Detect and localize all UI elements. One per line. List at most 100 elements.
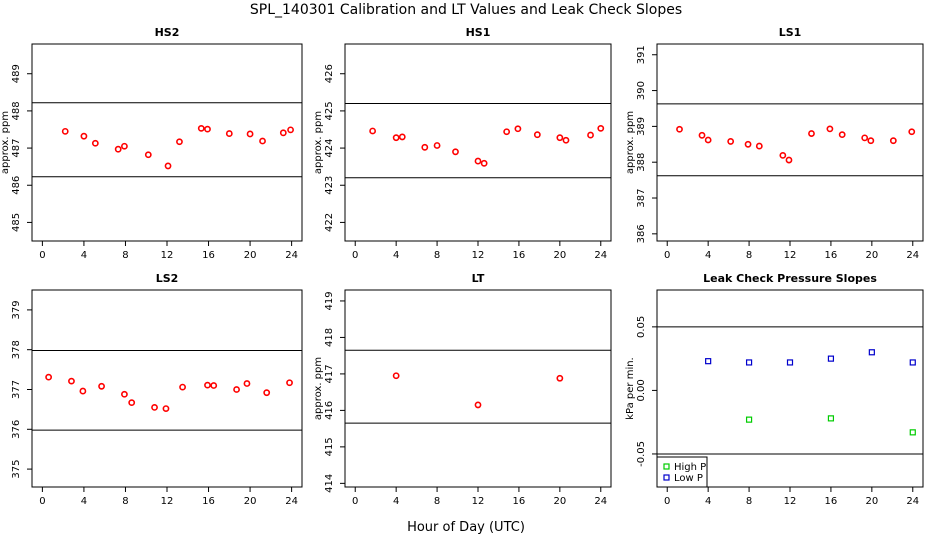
data-point xyxy=(786,359,794,366)
x-tick-label: 0 xyxy=(39,250,45,261)
x-tick-label: 20 xyxy=(553,250,566,261)
x-tick-label: 12 xyxy=(161,496,174,507)
data-point xyxy=(210,382,218,389)
x-tick-label: 20 xyxy=(244,496,257,507)
data-point xyxy=(421,143,429,151)
data-point xyxy=(503,128,511,136)
plot-frame xyxy=(656,43,924,242)
x-tick-label: 4 xyxy=(705,496,711,507)
data-point xyxy=(562,136,570,144)
data-point xyxy=(179,383,186,391)
data-point xyxy=(80,132,88,140)
x-tick-label: 8 xyxy=(122,496,128,507)
x-tick-label: 4 xyxy=(81,496,87,507)
x-tick-label: 0 xyxy=(352,496,358,507)
data-point xyxy=(204,125,211,133)
y-tick-label: 414 xyxy=(324,474,335,493)
data-point xyxy=(868,349,875,356)
data-point xyxy=(121,390,128,398)
y-axis-label: approx. ppm xyxy=(625,111,636,174)
panel-title: LS1 xyxy=(779,26,802,39)
x-tick-label: 12 xyxy=(784,496,797,507)
y-tick-label: 391 xyxy=(636,45,647,64)
data-point xyxy=(452,148,459,156)
data-point xyxy=(755,142,763,150)
legend-label: High P xyxy=(674,462,706,473)
data-point xyxy=(287,126,294,134)
data-point xyxy=(867,137,875,145)
x-tick-label: 16 xyxy=(825,250,838,261)
data-point xyxy=(808,130,815,137)
legend-label: Low P xyxy=(674,473,703,484)
y-tick-label: 388 xyxy=(636,153,647,172)
data-point xyxy=(79,387,87,395)
data-point xyxy=(556,134,564,142)
panel-title: LS2 xyxy=(156,272,179,285)
data-point xyxy=(61,127,69,135)
data-point xyxy=(514,125,522,133)
data-point xyxy=(128,399,136,407)
panel-title: Leak Check Pressure Slopes xyxy=(703,272,877,285)
y-tick-label: 375 xyxy=(11,460,22,479)
data-point xyxy=(908,128,916,136)
y-axis-label: approx. ppm xyxy=(313,111,324,174)
x-tick-label: 4 xyxy=(705,250,711,261)
y-tick-label: 377 xyxy=(11,380,22,399)
plot-frame xyxy=(344,289,612,488)
y-tick-label: 0.05 xyxy=(636,316,647,338)
data-point xyxy=(45,373,53,381)
data-point xyxy=(243,380,251,387)
x-tick-label: 24 xyxy=(594,250,607,261)
x-tick-label: 24 xyxy=(594,496,607,507)
y-tick-label: 422 xyxy=(324,213,335,232)
data-point xyxy=(785,156,793,164)
y-tick-label: 424 xyxy=(324,139,335,158)
data-point xyxy=(556,374,564,382)
x-tick-label: 0 xyxy=(352,250,358,261)
data-point xyxy=(176,138,183,146)
panel-0: HS2 0 4 8 12 16 20 24 485 486 487 488 489 approx. ppm xyxy=(0,26,303,261)
panel-5: Leak Check Pressure Slopes 0 4 8 12 16 20 24 -0.… xyxy=(625,272,924,507)
data-point xyxy=(259,137,266,145)
data-point xyxy=(164,162,172,170)
data-point xyxy=(246,130,254,138)
data-point xyxy=(838,131,846,139)
x-tick-label: 24 xyxy=(906,496,919,507)
data-point xyxy=(279,129,287,137)
data-point xyxy=(121,142,128,150)
y-tick-label: 415 xyxy=(324,437,335,456)
y-tick-label: 488 xyxy=(11,101,22,120)
y-tick-label: 376 xyxy=(11,420,22,439)
data-point xyxy=(597,124,605,132)
y-tick-label: 0.00 xyxy=(636,379,647,401)
data-point xyxy=(98,382,105,390)
data-point xyxy=(704,136,712,144)
x-tick-label: 24 xyxy=(906,250,919,261)
y-tick-label: 379 xyxy=(11,300,22,319)
data-point xyxy=(233,386,240,393)
data-point xyxy=(827,415,835,422)
data-point xyxy=(698,131,706,139)
data-point xyxy=(197,124,205,132)
x-tick-label: 12 xyxy=(472,250,485,261)
x-tick-label: 8 xyxy=(122,250,128,261)
y-axis-label: approx. ppm xyxy=(313,357,324,420)
x-tick-label: 20 xyxy=(865,250,878,261)
y-axis-label: kPa per min. xyxy=(625,357,636,420)
data-point xyxy=(826,125,834,133)
y-tick-label: 416 xyxy=(324,401,335,420)
panel-2: LS1 0 4 8 12 16 20 24 386 387 388 389 390 391 approx. … xyxy=(625,26,924,261)
x-tick-label: 16 xyxy=(202,496,215,507)
legend-marker xyxy=(663,474,670,481)
data-point xyxy=(745,359,753,366)
data-point xyxy=(151,404,158,411)
x-tick-label: 16 xyxy=(513,250,526,261)
plot-frame xyxy=(31,289,303,488)
panel-1: HS1 0 4 8 12 16 20 24 422 423 424 425 426 approx. ppm xyxy=(313,26,612,261)
data-point xyxy=(68,377,75,385)
legend-marker xyxy=(663,463,670,470)
x-tick-label: 0 xyxy=(39,496,45,507)
y-tick-label: 418 xyxy=(324,328,335,347)
y-tick-label: -0.05 xyxy=(636,441,647,467)
data-point xyxy=(744,140,752,148)
